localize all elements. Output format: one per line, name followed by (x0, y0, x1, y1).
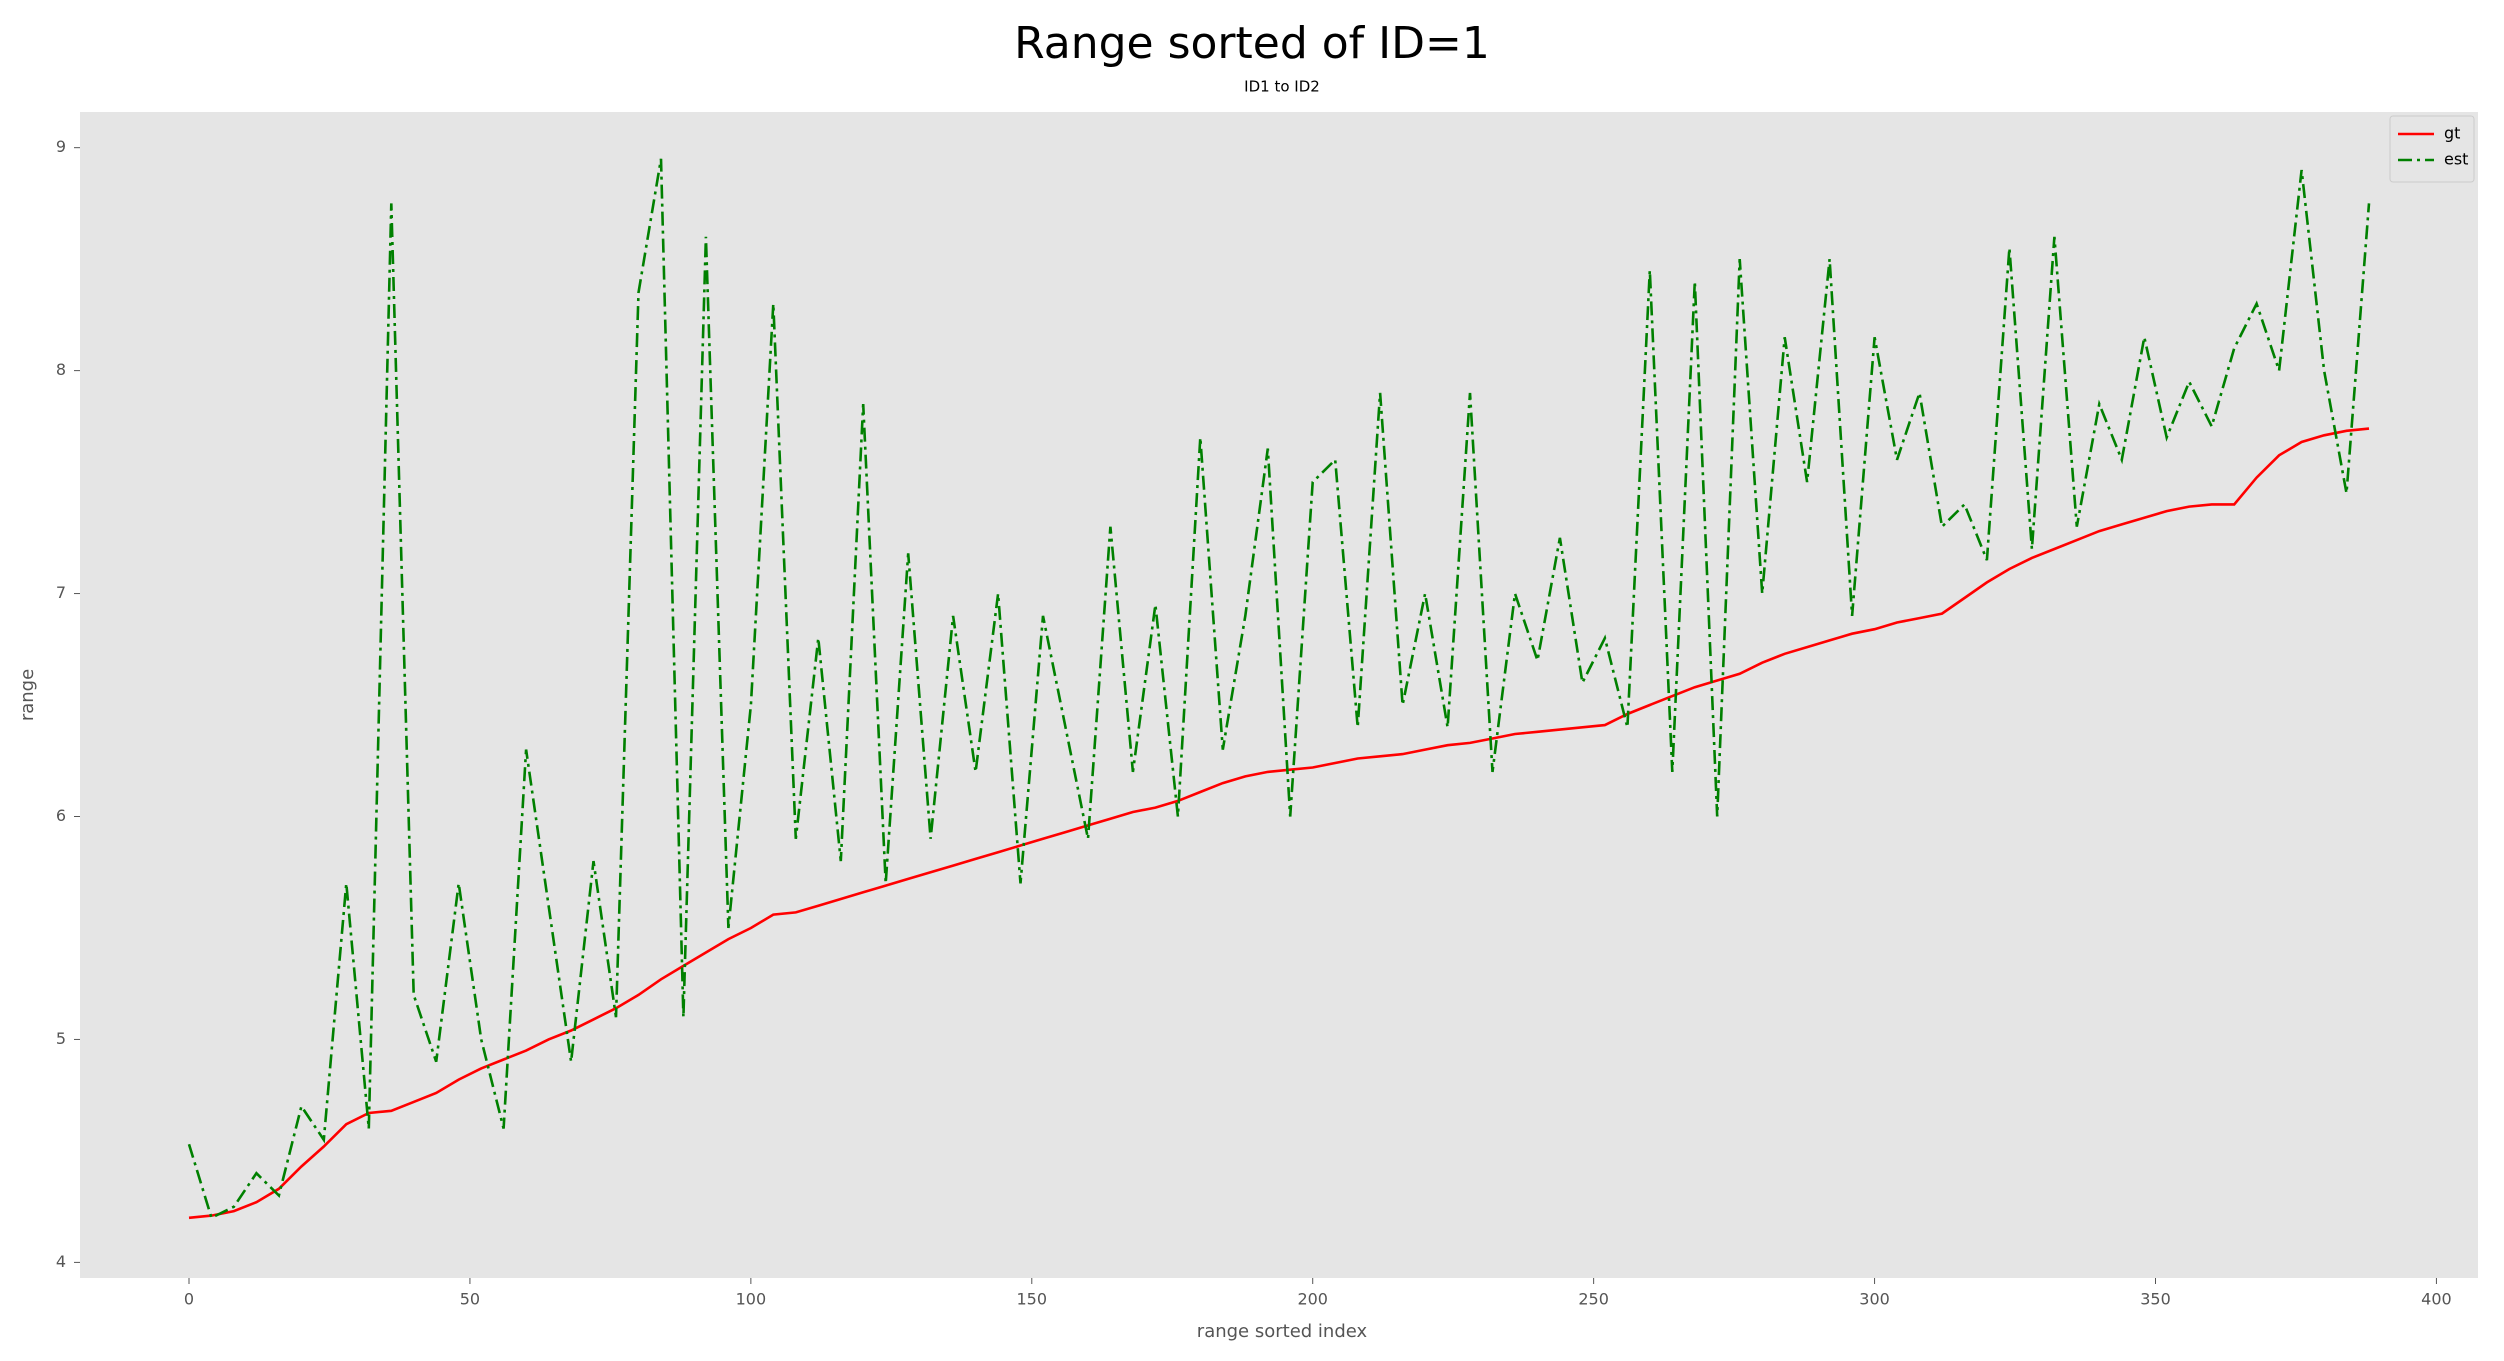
y-axis-label: range (17, 669, 38, 721)
x-axis-label: range sorted index (1197, 1321, 1368, 1342)
series-line (188, 427, 2370, 1220)
y-tick-label: 9 (56, 137, 66, 156)
y-tick-label: 4 (56, 1252, 66, 1271)
legend-label: gt (2444, 124, 2460, 143)
legend-label: est (2444, 150, 2468, 169)
legend-box (2389, 115, 2475, 183)
chart-subtitle: ID1 to ID2 (1244, 78, 1320, 96)
x-tick-label: 200 (1297, 1290, 1328, 1309)
chart-title: Range sorted of ID=1 (1014, 18, 1490, 69)
x-tick-label: 100 (736, 1290, 767, 1309)
y-tick-label: 7 (56, 583, 66, 602)
x-tick-label: 150 (1017, 1290, 1048, 1309)
y-tick-label: 8 (56, 360, 66, 379)
x-tick-label: 250 (1578, 1290, 1609, 1309)
series-line (187, 158, 2371, 1220)
x-tick-label: 350 (2140, 1290, 2171, 1309)
x-tick-label: 300 (1859, 1290, 1890, 1309)
y-tick-label: 6 (56, 806, 66, 825)
x-tick-label: 400 (2421, 1290, 2452, 1309)
x-tick-label: 0 (184, 1290, 194, 1309)
plot-area (80, 112, 2478, 1278)
x-tick-label: 50 (460, 1290, 480, 1309)
y-tick-label: 5 (56, 1029, 66, 1048)
